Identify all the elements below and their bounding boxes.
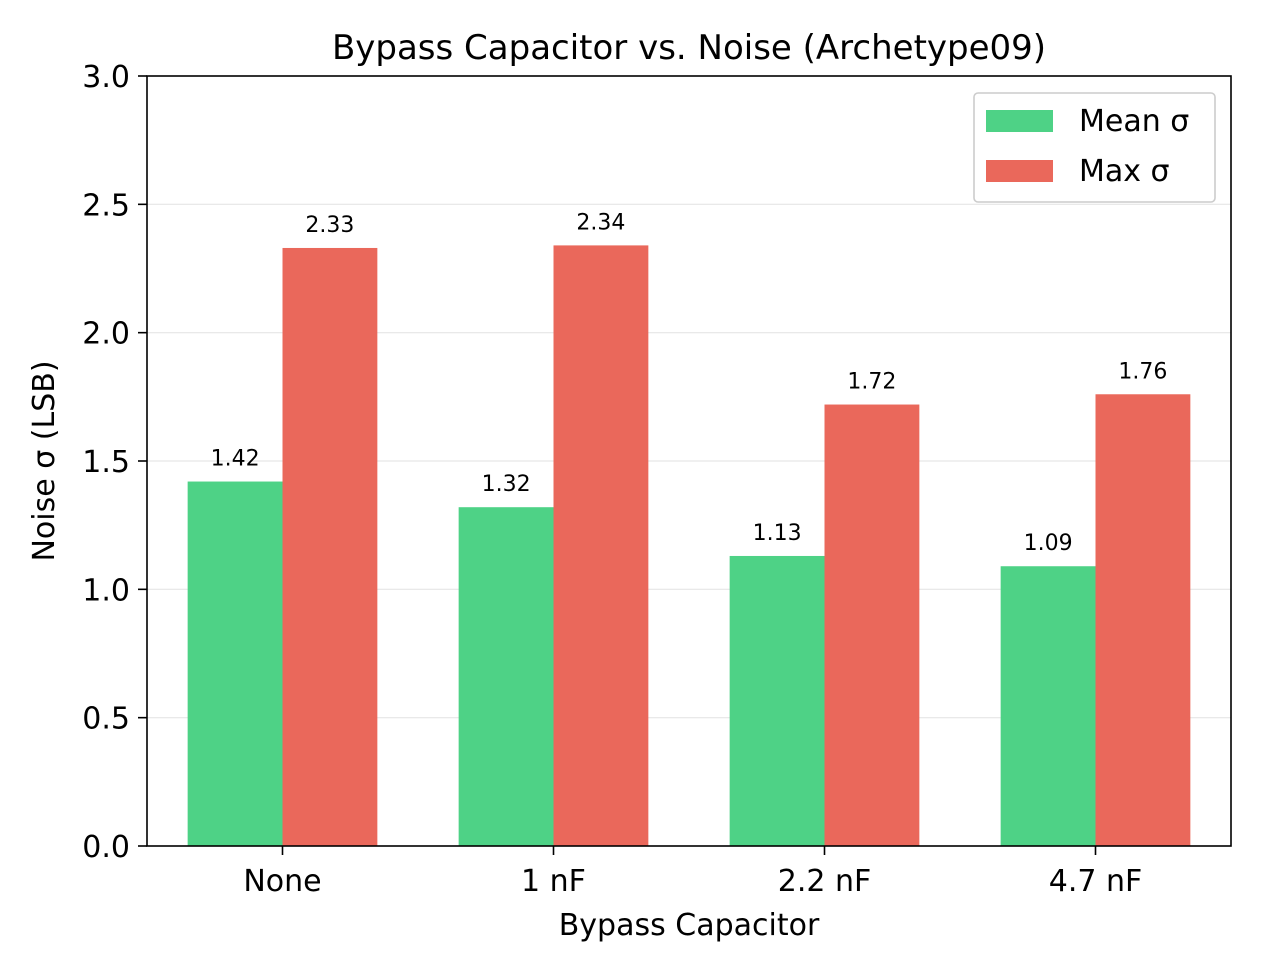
bar-value-label: 1.09 (1024, 531, 1073, 556)
bar-value-labels: 1.42 2.33 1.32 2.34 1.13 1.72 1.09 1.76 (211, 210, 1168, 556)
y-tick-label: 1.0 (82, 573, 130, 608)
legend-label-max: Max σ (1079, 154, 1170, 189)
legend-swatch-mean (986, 110, 1053, 132)
bar-value-label: 1.13 (753, 521, 802, 546)
bar-max-3 (1095, 394, 1191, 846)
bar-mean-1 (458, 507, 554, 846)
bar-value-label: 1.72 (847, 370, 896, 395)
x-tick-label: 2.2 nF (778, 864, 872, 899)
x-axis-label: Bypass Capacitor (559, 908, 820, 943)
x-tick-label: None (243, 864, 321, 899)
x-axis-ticks: None 1 nF 2.2 nF 4.7 nF (243, 846, 1142, 899)
legend-swatch-max (986, 160, 1053, 182)
bar-value-label: 1.42 (211, 447, 260, 472)
bar-max-0 (282, 247, 378, 846)
x-tick-label: 4.7 nF (1049, 864, 1143, 899)
legend: Mean σ Max σ (973, 92, 1216, 203)
bar-value-label: 1.76 (1118, 359, 1167, 384)
bar-mean-0 (187, 481, 283, 846)
bar-mean-2 (729, 555, 825, 846)
y-tick-label: 3.0 (82, 60, 130, 95)
legend-label-mean: Mean σ (1079, 104, 1189, 139)
bar-mean-3 (1000, 566, 1096, 846)
bar-value-label: 2.34 (576, 210, 625, 235)
bar-max-1 (553, 245, 649, 846)
y-axis-label: Noise σ (LSB) (27, 360, 62, 561)
y-tick-label: 0.0 (82, 830, 130, 865)
bar-value-label: 2.33 (305, 213, 354, 238)
y-axis-ticks: 0.0 0.5 1.0 1.5 2.0 2.5 3.0 (82, 60, 147, 865)
y-tick-label: 1.5 (82, 445, 130, 480)
y-tick-label: 2.5 (82, 188, 130, 223)
y-tick-label: 2.0 (82, 317, 130, 352)
x-tick-label: 1 nF (521, 864, 586, 899)
chart-title: Bypass Capacitor vs. Noise (Archetype09) (332, 28, 1046, 68)
bar-value-label: 1.32 (482, 472, 531, 497)
y-tick-label: 0.5 (82, 702, 130, 737)
bar-max-2 (824, 404, 920, 846)
bars (187, 245, 1191, 846)
